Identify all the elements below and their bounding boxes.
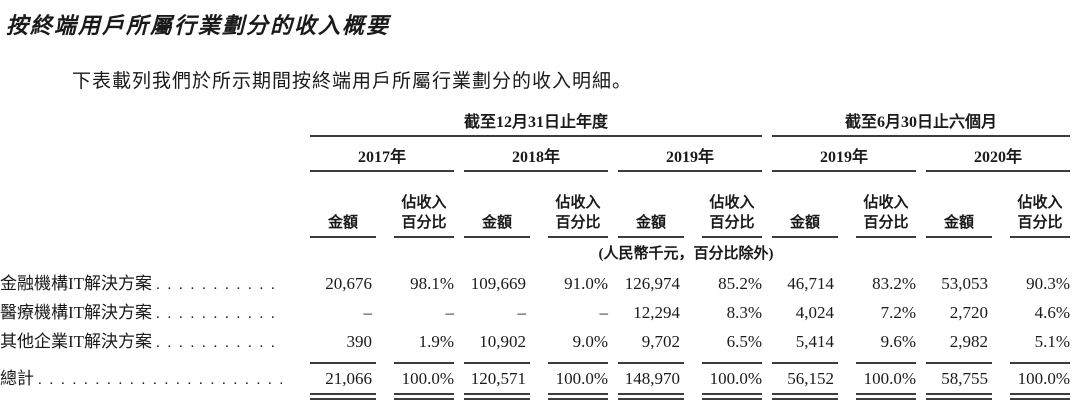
year-header: 2020年 <box>926 143 1070 172</box>
total-pct-cell: 100.0% <box>548 362 608 389</box>
pct-cell: 90.3% <box>1026 274 1070 293</box>
pct-cell: – <box>445 303 455 322</box>
pct-header: 佔收入 百分比 <box>1010 193 1070 238</box>
double-rule <box>310 393 376 400</box>
total-pct-cell: 100.0% <box>856 362 916 389</box>
table-row-medical-it: 醫療機構IT解決方案 . . . . . . . . . . . . . . .… <box>0 294 1080 323</box>
amount-cell: 20,676 <box>325 274 372 293</box>
pct-cell: 5.1% <box>1034 332 1070 351</box>
total-label: 總計 <box>0 369 34 388</box>
pct-cell: 8.3% <box>726 303 762 322</box>
row-label: 其他企業IT解決方案 <box>0 332 153 351</box>
total-pct-cell: 100.0% <box>702 362 762 389</box>
double-rule <box>618 393 684 400</box>
year-header: 2017年 <box>310 143 454 172</box>
double-rule <box>856 393 916 400</box>
pct-cell: 7.2% <box>880 303 916 322</box>
row-label: 金融機構IT解決方案 <box>0 274 153 293</box>
amount-header: 金額 <box>772 213 838 238</box>
pct-cell: 4.6% <box>1034 303 1070 322</box>
amount-cell: 46,714 <box>787 274 834 293</box>
pct-cell: 1.9% <box>418 332 454 351</box>
pct-header: 佔收入 百分比 <box>702 193 762 238</box>
pct-header: 佔收入 百分比 <box>856 193 916 238</box>
amount-cell: 390 <box>346 332 373 351</box>
amount-header: 金額 <box>618 213 684 238</box>
dot-leader: . . . . . . . . . . . . . . . . . . . . … <box>38 372 282 388</box>
dot-leader: . . . . . . . . . . . . . . . . . . . . … <box>156 335 282 351</box>
double-rule <box>394 393 454 400</box>
amount-cell: 2,720 <box>949 303 988 322</box>
year-header: 2019年 <box>772 143 916 172</box>
total-amount-cell: 120,571 <box>464 362 530 389</box>
double-rule <box>1010 393 1070 400</box>
table-year-header-row: 2017年 2018年 2019年 2019年 2020年 <box>0 137 1080 172</box>
amount-header: 金額 <box>464 213 530 238</box>
total-pct-cell: 100.0% <box>1010 362 1070 389</box>
pct-header: 佔收入 百分比 <box>548 193 608 238</box>
double-rule <box>772 393 838 400</box>
double-rule <box>464 393 530 400</box>
section-title: 按終端用戶所屬行業劃分的收入概要 <box>6 13 391 38</box>
unit-note-row: (人民幣千元，百分比除外) <box>0 238 1080 265</box>
intro-paragraph: 下表載列我們於所示期間按終端用戶所屬行業劃分的收入明細。 <box>72 71 633 92</box>
double-rule <box>702 393 762 400</box>
amount-cell: 53,053 <box>941 274 988 293</box>
amount-cell: 12,294 <box>633 303 680 322</box>
row-label: 醫療機構IT解決方案 <box>0 303 153 322</box>
amount-cell: 4,024 <box>795 303 834 322</box>
year-header: 2018年 <box>464 143 608 172</box>
column-group-annual: 截至12月31日止年度 <box>310 108 762 137</box>
pct-cell: – <box>599 303 609 322</box>
table-bottom-double-rule <box>0 393 1080 400</box>
pct-cell: 98.1% <box>410 274 454 293</box>
pct-cell: 91.0% <box>564 274 608 293</box>
pct-cell: 9.6% <box>880 332 916 351</box>
amount-cell: 9,702 <box>641 332 680 351</box>
total-pct-cell: 100.0% <box>394 362 454 389</box>
pct-cell: 85.2% <box>718 274 762 293</box>
double-rule <box>926 393 992 400</box>
dot-leader: . . . . . . . . . . . . . . . . . . . . … <box>156 306 282 322</box>
year-header: 2019年 <box>618 143 762 172</box>
pct-header: 佔收入 百分比 <box>394 193 454 238</box>
table-group-header-row: 截至12月31日止年度 截至6月30日止六個月 <box>0 107 1080 137</box>
dot-leader: . . . . . . . . . . . . . . . . . . . . … <box>156 277 282 293</box>
unit-note: (人民幣千元，百分比除外) <box>598 246 774 262</box>
amount-cell: 5,414 <box>795 332 834 351</box>
table-row-total: 總計 . . . . . . . . . . . . . . . . . . .… <box>0 352 1080 389</box>
document-page: 按終端用戶所屬行業劃分的收入概要 下表載列我們於所示期間按終端用戶所屬行業劃分的… <box>0 8 1080 415</box>
amount-cell: 126,974 <box>624 274 680 293</box>
amount-cell: 109,669 <box>470 274 526 293</box>
amount-header: 金額 <box>310 213 376 238</box>
double-rule <box>548 393 608 400</box>
total-amount-cell: 56,152 <box>772 362 838 389</box>
table-row-financial-it: 金融機構IT解決方案 . . . . . . . . . . . . . . .… <box>0 265 1080 294</box>
amount-header: 金額 <box>926 213 992 238</box>
total-amount-cell: 58,755 <box>926 362 992 389</box>
amount-cell: – <box>363 303 373 322</box>
table-row-other-enterprise-it: 其他企業IT解決方案 . . . . . . . . . . . . . . .… <box>0 323 1080 352</box>
pct-cell: 6.5% <box>726 332 762 351</box>
pct-cell: 9.0% <box>572 332 608 351</box>
column-group-interim: 截至6月30日止六個月 <box>772 108 1070 137</box>
total-amount-cell: 21,066 <box>310 362 376 389</box>
pct-cell: 83.2% <box>872 274 916 293</box>
amount-cell: – <box>517 303 527 322</box>
total-amount-cell: 148,970 <box>618 362 684 389</box>
amount-cell: 10,902 <box>479 332 526 351</box>
revenue-breakdown-table: 截至12月31日止年度 截至6月30日止六個月 2017年 2018年 2019… <box>0 107 1080 400</box>
amount-cell: 2,982 <box>949 332 988 351</box>
table-subheader-row: 金額 佔收入 百分比 金額 佔收入 百分比 金額 佔收入 百分比 金額 佔收入 … <box>0 172 1080 238</box>
